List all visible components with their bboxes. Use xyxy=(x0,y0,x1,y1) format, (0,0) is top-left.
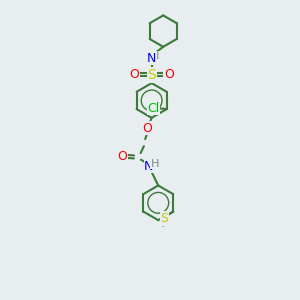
Text: S: S xyxy=(147,68,156,82)
Text: N: N xyxy=(147,52,156,65)
Text: O: O xyxy=(142,122,152,134)
Text: Cl: Cl xyxy=(147,102,160,115)
Text: O: O xyxy=(118,150,128,163)
Text: O: O xyxy=(164,68,174,81)
Text: H: H xyxy=(151,159,159,169)
Text: N: N xyxy=(144,160,154,172)
Text: H: H xyxy=(151,51,160,62)
Text: S: S xyxy=(160,212,168,225)
Text: O: O xyxy=(129,68,139,81)
